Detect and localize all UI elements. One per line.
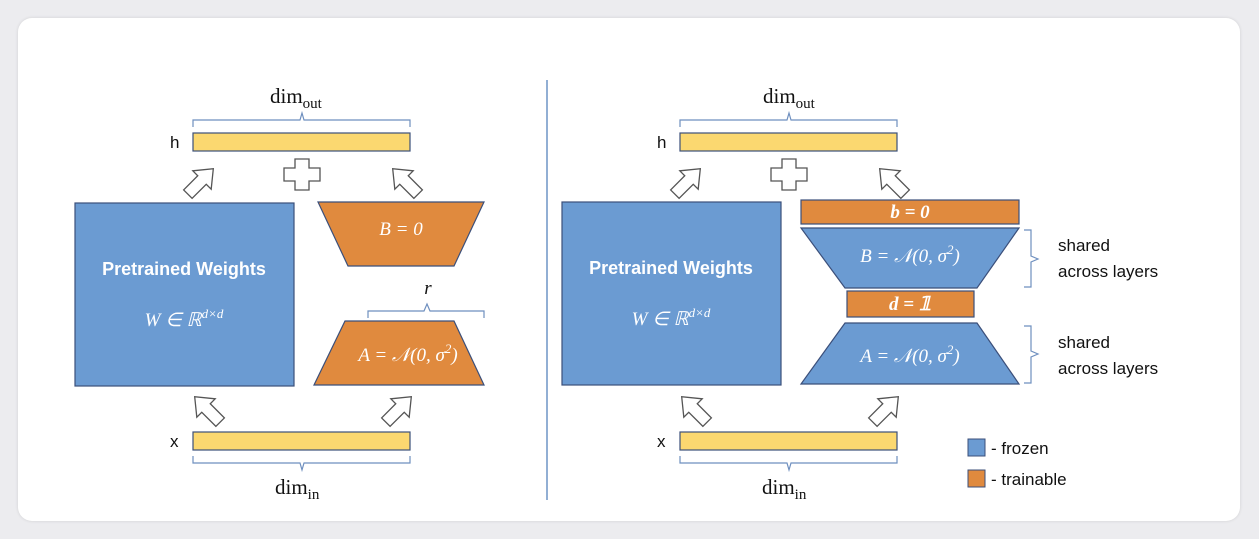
- B-matrix-block: [799, 227, 1021, 289]
- pretrained-weights-block: [74, 202, 295, 387]
- x-label: x: [170, 432, 179, 451]
- A-label: A = 𝒩(0, σ2): [356, 341, 457, 366]
- arrow-up-icon: [863, 386, 909, 432]
- arrow-up-icon: [376, 386, 422, 432]
- legend-frozen-swatch: [967, 438, 986, 457]
- legend: - frozen - trainable: [967, 438, 1067, 489]
- B-label: B = 0: [379, 219, 423, 240]
- arrow-up-icon: [671, 386, 717, 432]
- plus-icon: [770, 158, 808, 191]
- legend-trainable-label: - trainable: [991, 470, 1067, 489]
- dim-out-label: dimout: [270, 84, 323, 112]
- b-label: b = 0: [890, 202, 930, 223]
- dim-out-brace: [192, 110, 411, 127]
- A-matrix-block: [799, 322, 1021, 385]
- r-brace: [367, 302, 485, 318]
- A-matrix-block: [313, 320, 485, 386]
- dim-in-brace: [192, 456, 411, 473]
- x-label: x: [657, 432, 666, 451]
- arrow-up-icon: [184, 386, 230, 432]
- r-label: r: [424, 278, 432, 299]
- left-panel: dimout h Pretrained Weights W ∈ ℝd×d B =…: [74, 84, 485, 503]
- arrow-up-icon: [665, 158, 711, 204]
- dim-out-brace: [679, 110, 898, 127]
- x-input-bar: [192, 431, 411, 451]
- legend-trainable-swatch: [967, 469, 986, 488]
- right-panel: dimout h Pretrained Weights W ∈ ℝd×d b =…: [561, 84, 1158, 503]
- dim-in-label: dimin: [762, 475, 807, 503]
- pretrained-formula: W ∈ ℝd×d: [632, 305, 711, 330]
- shared-top-line1: shared: [1058, 236, 1110, 255]
- dim-in-label: dimin: [275, 475, 320, 503]
- dim-in-brace: [679, 456, 898, 473]
- pretrained-weights-block: [561, 201, 782, 386]
- d-label: d = 𝟙: [889, 294, 931, 315]
- legend-frozen-label: - frozen: [991, 439, 1049, 458]
- plus-icon: [283, 158, 321, 191]
- shared-bottom-line2: across layers: [1058, 359, 1158, 378]
- b-vector-block: [800, 199, 1020, 225]
- d-vector-block: [846, 290, 975, 318]
- x-input-bar: [679, 431, 898, 451]
- pretrained-formula: W ∈ ℝd×d: [145, 306, 224, 331]
- h-output-bar: [679, 132, 898, 152]
- shared-top-line2: across layers: [1058, 262, 1158, 281]
- arrow-up-icon: [869, 158, 915, 204]
- shared-top-brace: [1024, 229, 1040, 288]
- h-label: h: [657, 133, 666, 152]
- h-label: h: [170, 133, 179, 152]
- shared-bottom-line1: shared: [1058, 333, 1110, 352]
- B-matrix-block: [317, 201, 485, 267]
- pretrained-title: Pretrained Weights: [589, 258, 753, 278]
- dim-out-label: dimout: [763, 84, 816, 112]
- B-label: B = 𝒩(0, σ2): [860, 242, 960, 267]
- A-label: A = 𝒩(0, σ2): [858, 342, 959, 367]
- h-output-bar: [192, 132, 411, 152]
- arrow-up-icon: [178, 158, 224, 204]
- pretrained-title: Pretrained Weights: [102, 259, 266, 279]
- shared-bottom-brace: [1024, 325, 1040, 384]
- arrow-up-icon: [382, 158, 428, 204]
